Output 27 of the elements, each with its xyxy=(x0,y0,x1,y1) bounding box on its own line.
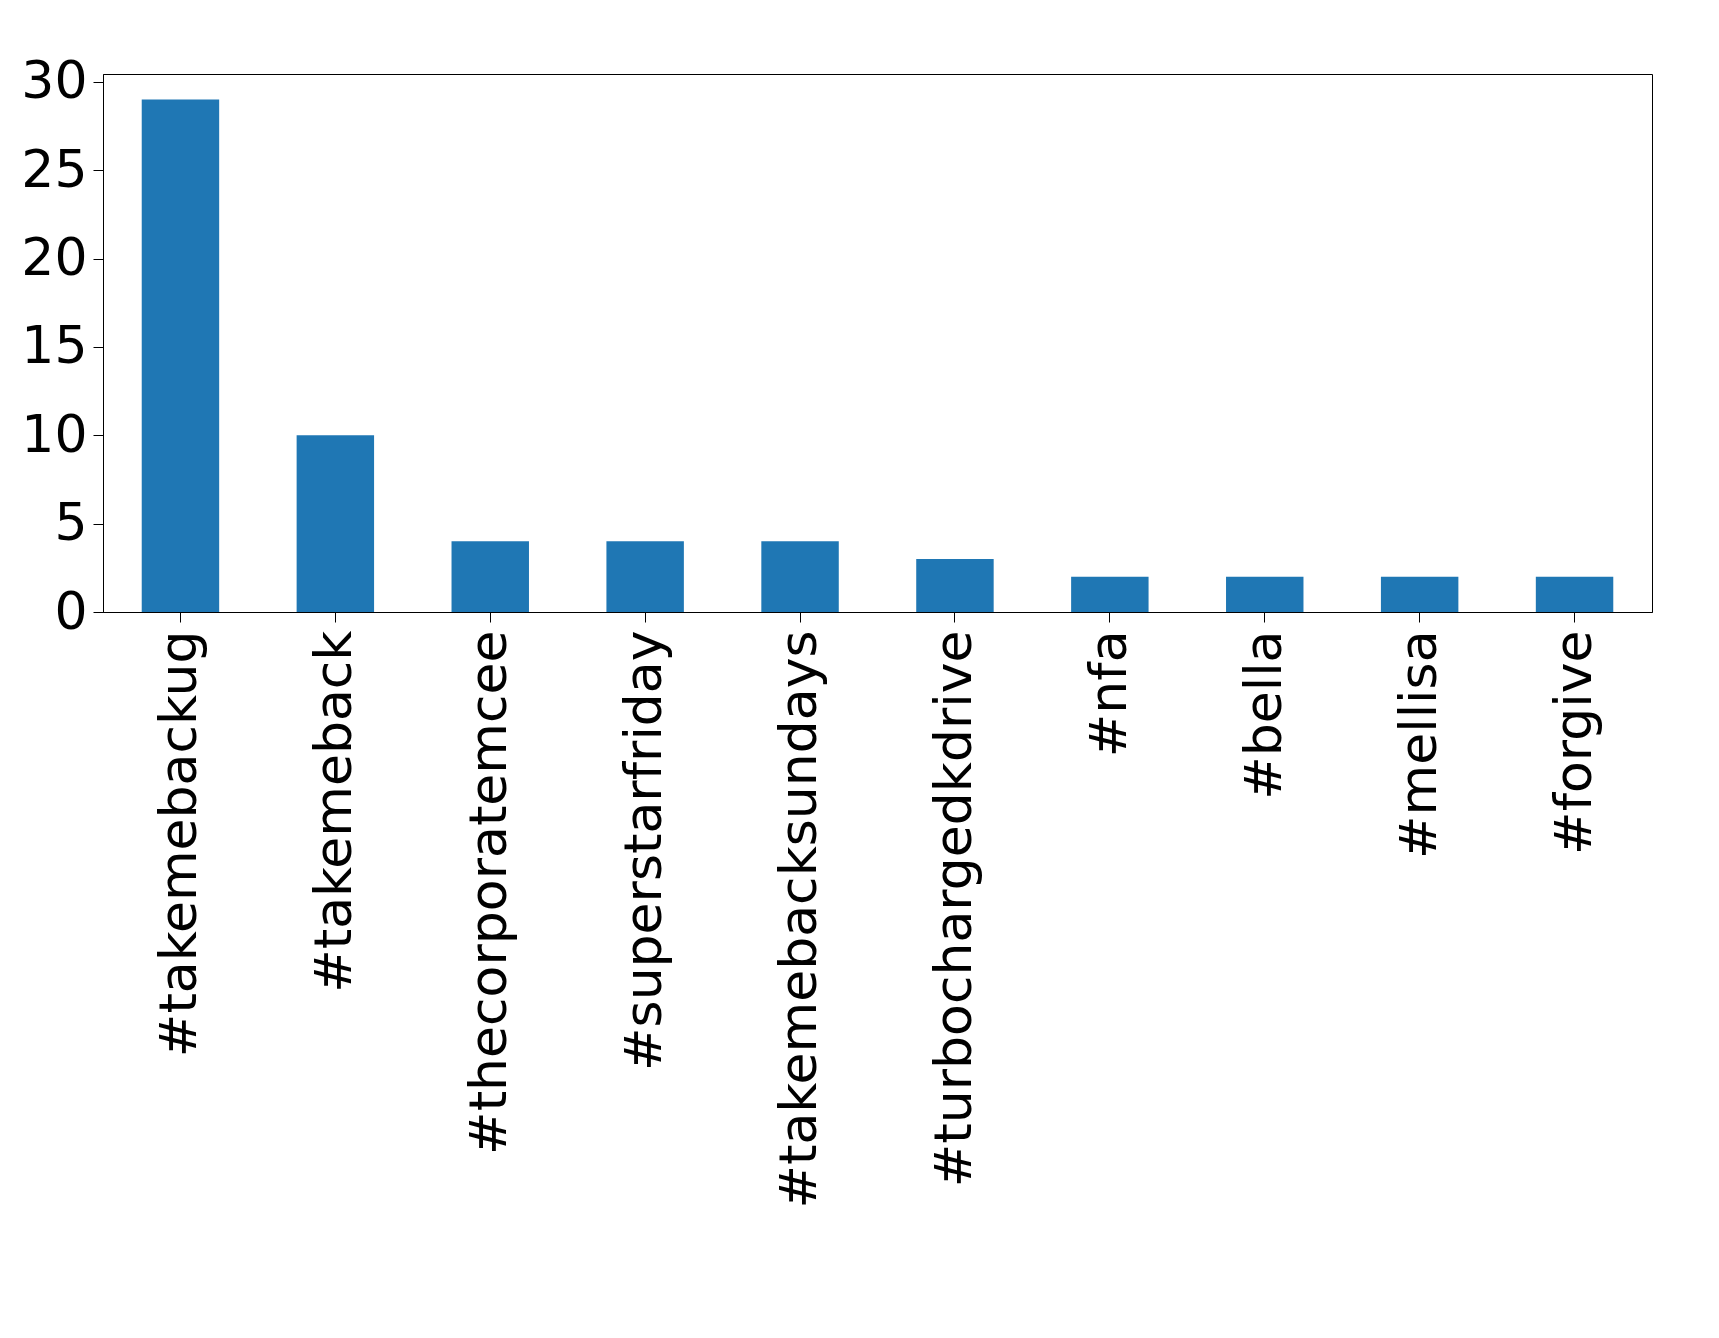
x-tick-label: #takemeback xyxy=(303,630,364,993)
y-tick-label: 20 xyxy=(21,227,88,288)
x-tick-label: #superstarfriday xyxy=(613,630,674,1072)
x-tick-label: #turbochargedkdrive xyxy=(922,630,983,1188)
x-tick-label: #thecorporatemcee xyxy=(458,630,519,1155)
bar xyxy=(1380,576,1459,612)
y-tick-label: 15 xyxy=(21,315,88,376)
bar xyxy=(916,559,994,612)
bar xyxy=(141,99,220,612)
bar xyxy=(606,541,684,612)
y-tick-label: 25 xyxy=(21,138,88,199)
x-tick-label: #takemebackug xyxy=(148,630,209,1058)
x-tick-label: #forgive xyxy=(1542,630,1603,855)
y-tick-label: 5 xyxy=(54,492,88,553)
bar xyxy=(296,435,375,612)
bar xyxy=(1071,576,1149,612)
bar xyxy=(1535,576,1614,612)
x-tick-label: #nfa xyxy=(1077,630,1138,758)
bar xyxy=(1226,576,1304,612)
bar xyxy=(761,541,839,612)
x-tick-label: #mellisa xyxy=(1387,630,1448,860)
bar xyxy=(451,541,529,612)
x-tick-label: #bella xyxy=(1232,630,1293,800)
y-tick-label: 0 xyxy=(54,580,88,641)
y-tick-label: 30 xyxy=(21,50,88,111)
y-tick-label: 10 xyxy=(21,403,88,464)
x-tick-label: #takemebacksundays xyxy=(768,630,829,1209)
